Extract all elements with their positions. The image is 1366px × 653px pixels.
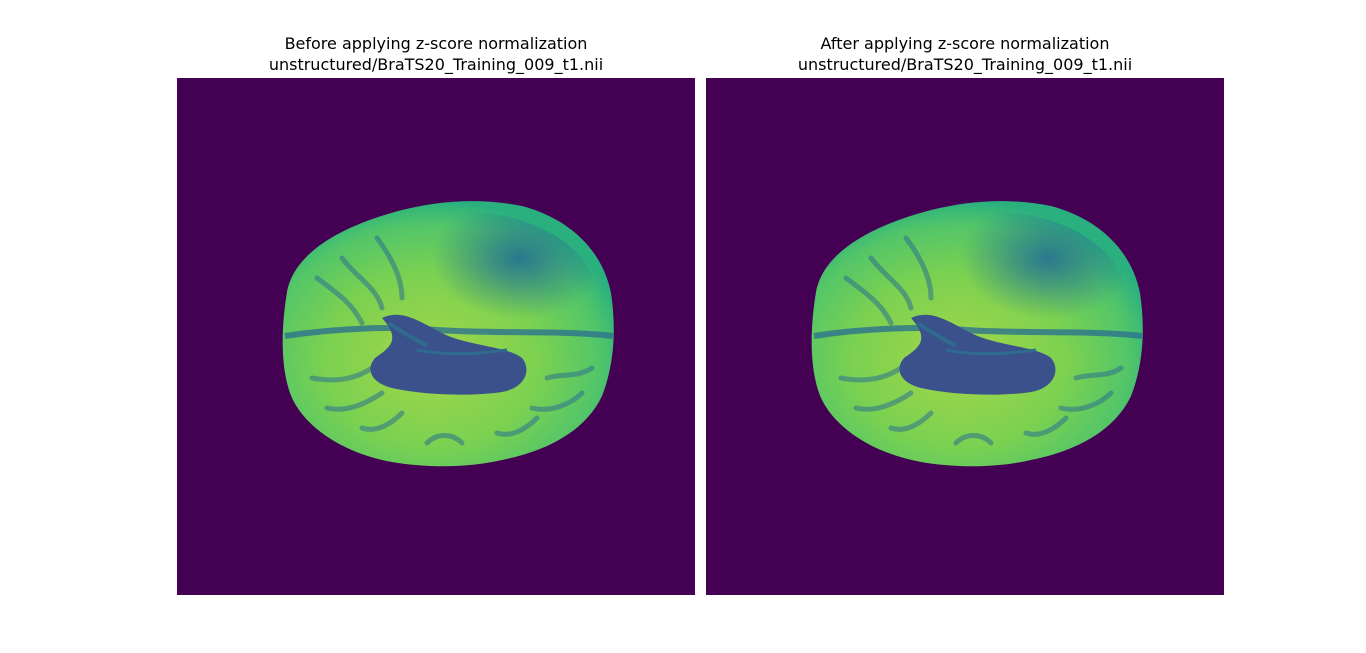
panel-title: After applying z-score normalization uns… bbox=[646, 33, 1284, 75]
mri-image-after bbox=[706, 78, 1224, 595]
panel-title: Before applying z-score normalization un… bbox=[117, 33, 755, 75]
title-line-2: unstructured/BraTS20_Training_009_t1.nii bbox=[797, 55, 1133, 74]
title-line-2: unstructured/BraTS20_Training_009_t1.nii bbox=[268, 55, 604, 74]
mri-image-before bbox=[177, 78, 695, 595]
mri-axial-brain-slice-icon bbox=[706, 78, 1224, 595]
mri-axial-brain-slice-icon bbox=[177, 78, 695, 595]
panel-after: After applying z-score normalization uns… bbox=[706, 0, 1224, 653]
title-line-1: After applying z-score normalization bbox=[820, 34, 1110, 53]
panel-before: Before applying z-score normalization un… bbox=[177, 0, 695, 653]
title-line-1: Before applying z-score normalization bbox=[284, 34, 588, 53]
